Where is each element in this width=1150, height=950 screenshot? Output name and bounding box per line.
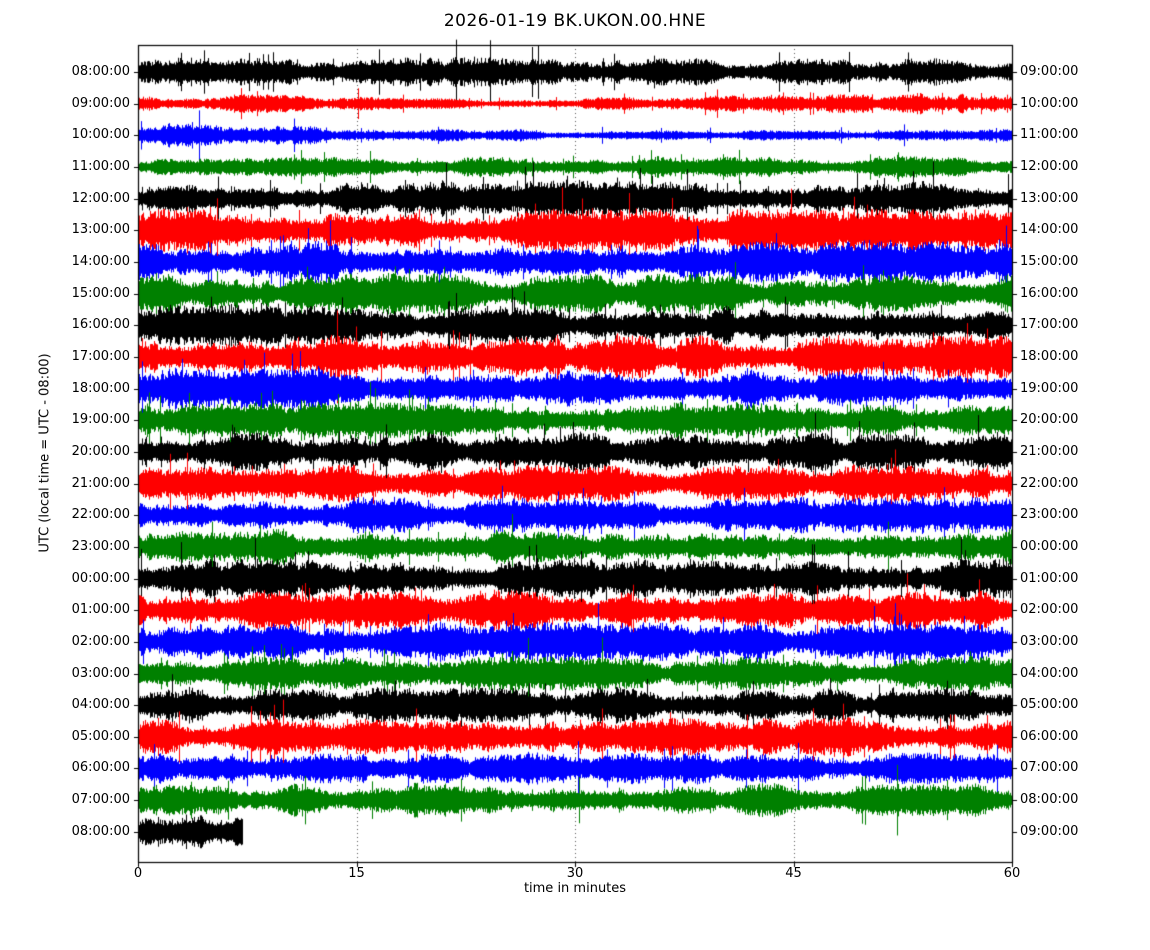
end-time-tick-label: 17:00:00 [1020, 317, 1079, 333]
x-tick-label: 15 [348, 866, 365, 881]
utc-tick-label: 17:00:00 [71, 348, 130, 364]
utc-tick-label: 16:00:00 [71, 317, 130, 333]
utc-tick-label: 11:00:00 [71, 158, 130, 174]
end-time-tick-label: 23:00:00 [1020, 507, 1079, 523]
utc-tick-label: 12:00:00 [71, 190, 130, 206]
x-tick-label: 0 [133, 866, 143, 881]
end-time-tick-label: 09:00:00 [1020, 64, 1079, 79]
utc-tick-label: 13:00:00 [71, 222, 130, 238]
utc-tick-label: 23:00:00 [71, 538, 130, 554]
utc-tick-label: 02:00:00 [71, 633, 130, 649]
x-tick-label: 30 [566, 866, 584, 881]
end-time-tick-label: 00:00:00 [1020, 538, 1079, 554]
end-time-tick-label: 13:00:00 [1020, 190, 1079, 206]
x-tick-label: 45 [785, 866, 802, 881]
end-time-tick-label: 02:00:00 [1020, 602, 1079, 618]
end-time-tick-label: 10:00:00 [1020, 95, 1079, 111]
end-time-tick-label: 11:00:00 [1020, 127, 1079, 143]
end-time-tick-label: 03:00:00 [1020, 633, 1079, 649]
utc-tick-label: 10:00:00 [71, 127, 130, 143]
utc-tick-label: 01:00:00 [71, 602, 130, 618]
chart-title: 2026-01-19 BK.UKON.00.HNE [443, 11, 707, 31]
utc-tick-label: 05:00:00 [71, 728, 130, 744]
utc-tick-label: 20:00:00 [71, 443, 130, 459]
end-time-tick-label: 16:00:00 [1020, 285, 1079, 301]
utc-tick-label: 09:00:00 [71, 95, 130, 111]
utc-tick-label: 00:00:00 [71, 570, 130, 586]
utc-tick-label: 15:00:00 [71, 285, 130, 301]
end-time-tick-label: 09:00:00 [1020, 823, 1079, 839]
utc-tick-label: 06:00:00 [71, 760, 130, 776]
end-time-tick-label: 06:00:00 [1020, 728, 1079, 744]
utc-tick-label: 08:00:00 [71, 64, 130, 79]
end-time-tick-label: 01:00:00 [1020, 570, 1079, 586]
utc-tick-label: 22:00:00 [71, 507, 130, 523]
end-time-tick-label: 22:00:00 [1020, 475, 1079, 491]
utc-tick-label: 19:00:00 [71, 412, 130, 428]
x-tick-label: 60 [1003, 866, 1021, 881]
end-time-tick-label: 18:00:00 [1020, 348, 1079, 364]
end-time-tick-label: 05:00:00 [1020, 697, 1079, 713]
x-axis-label: time in minutes [523, 881, 627, 896]
utc-tick-label: 07:00:00 [71, 792, 130, 808]
utc-tick-label: 21:00:00 [71, 475, 130, 491]
utc-tick-label: 08:00:00 [71, 823, 130, 839]
end-time-tick-label: 08:00:00 [1020, 792, 1079, 808]
end-time-tick-label: 04:00:00 [1020, 665, 1079, 681]
end-time-tick-label: 07:00:00 [1020, 760, 1079, 776]
end-time-tick-label: 12:00:00 [1020, 158, 1079, 174]
end-time-tick-label: 15:00:00 [1020, 253, 1079, 269]
end-time-tick-label: 14:00:00 [1020, 222, 1079, 238]
end-time-tick-label: 20:00:00 [1020, 412, 1079, 428]
end-time-tick-label: 21:00:00 [1020, 443, 1079, 459]
utc-tick-label: 04:00:00 [71, 697, 130, 713]
utc-tick-label: 18:00:00 [71, 380, 130, 396]
utc-tick-label: 03:00:00 [71, 665, 130, 681]
utc-tick-label: 14:00:00 [71, 253, 130, 269]
end-time-tick-label: 19:00:00 [1020, 380, 1079, 396]
